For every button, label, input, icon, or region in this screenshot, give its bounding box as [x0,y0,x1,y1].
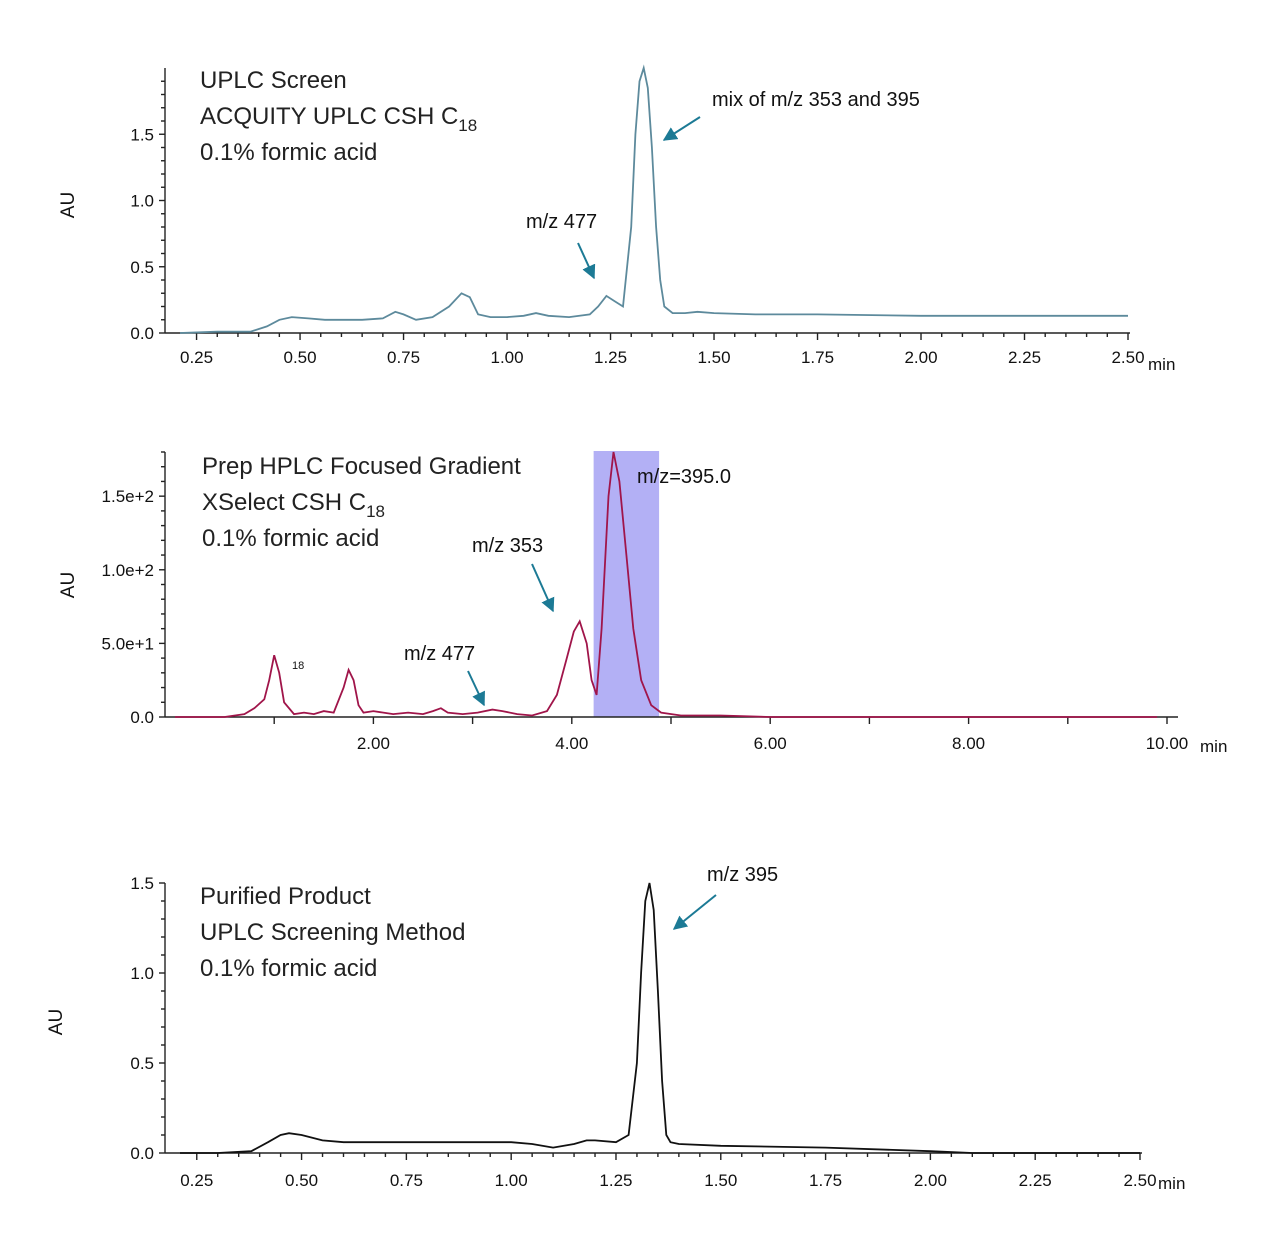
y-tick-label: 1.0 [130,192,154,211]
panel-title-line-2-main: XSelect CSH C [202,489,366,516]
x-unit-label: min [1158,1174,1185,1193]
x-tick-label: 0.50 [285,1171,318,1190]
annotation-mz477-label: m/z 477 [526,211,597,233]
y-axis-label: AU [58,572,79,598]
chromatogram-trace-prep-hplc [175,451,1158,718]
annotation-mz395-label: m/z 395 [707,864,778,886]
chromatogram-trace-uplc-screen [179,64,1128,334]
x-tick-label: 2.00 [904,348,937,367]
stray-subscript-text: 18 [292,660,304,672]
x-tick-label: 2.00 [357,734,390,753]
y-tick-label: 1.5 [130,874,154,893]
x-tick-label: 0.75 [390,1171,423,1190]
x-tick-label: 2.00 [914,1171,947,1190]
panel-title-line-2: UPLC Screening Method [200,919,465,946]
x-tick-label: 1.25 [599,1171,632,1190]
y-tick-label: 1.5 [130,125,154,144]
x-tick-label: 1.50 [697,348,730,367]
panel-title-line-1: UPLC Screen [200,67,347,94]
purified-product-chart: 0.0 0.5 1.0 1.5 0.25 0.50 0.75 1.00 1.25 1.50 1.75… [46,864,1185,1193]
x-tick-label: 1.25 [594,348,627,367]
y-tick-label: 1.5e+2 [102,487,154,506]
annotation-mz395-label: m/z=395.0 [637,466,731,488]
panel-title-line-1: Prep HPLC Focused Gradient [202,453,521,480]
y-tick-label: 0.5 [130,1054,154,1073]
x-tick-label: 1.50 [704,1171,737,1190]
annotation-mz353-arrow [531,563,555,613]
panel-title-line-3: 0.1% formic acid [200,955,377,982]
y-axis-label: AU [46,1009,67,1035]
y-tick-label: 5.0e+1 [102,634,154,653]
x-tick-label: 2.50 [1111,348,1144,367]
y-tick-label: 1.0 [130,964,154,983]
y-axis-label: AU [58,192,79,218]
panel-title-line-3: 0.1% formic acid [202,525,379,552]
panel-title-line-2-subscript: 18 [458,116,477,135]
x-tick-label: 0.75 [387,348,420,367]
x-tick-label: 2.25 [1008,348,1041,367]
x-unit-label: min [1148,355,1175,374]
x-tick-label: 1.75 [801,348,834,367]
panel-title-line-2: ACQUITY UPLC CSH C18 [200,103,477,135]
annotation-mz353-label: m/z 353 [472,535,543,557]
x-tick-label: 0.25 [180,348,213,367]
prep-hplc-chart: 0.0 5.0e+1 1.0e+2 1.5e+2 2.00 4.00 6.00 8.00 10.… [58,451,1227,756]
y-tick-label: 0.5 [130,258,154,277]
annotation-mix-arrow [662,116,701,141]
panel-title-line-2-subscript: 18 [366,502,385,521]
x-tick-label: 6.00 [754,734,787,753]
annotation-mix-label: mix of m/z 353 and 395 [712,89,920,111]
x-tick-label: 2.50 [1123,1171,1156,1190]
y-tick-label: 0.0 [130,324,154,343]
annotation-mz477-arrow [577,242,596,280]
panel-title-line-3: 0.1% formic acid [200,139,377,166]
panel-title-line-2: XSelect CSH C18 [202,489,385,521]
x-tick-label: 10.00 [1146,734,1189,753]
x-unit-label: min [1200,737,1227,756]
annotation-mz395-arrow [672,894,717,930]
uplc-screen-chart: 0.0 0.5 1.0 1.5 0.25 0.50 0.75 1.00 1.25 1.50 1.75… [58,64,1175,374]
y-tick-label: 1.0e+2 [102,561,154,580]
x-tick-label: 1.00 [495,1171,528,1190]
panel-title-line-2-main: ACQUITY UPLC CSH C [200,103,458,130]
x-tick-label: 1.00 [490,348,523,367]
annotation-mz477-arrow [467,670,485,707]
y-tick-label: 0.0 [130,708,154,727]
chromatogram-trace-purified [180,882,1140,1154]
panel-title-line-1: Purified Product [200,883,371,910]
x-tick-label: 1.75 [809,1171,842,1190]
x-tick-label: 0.25 [180,1171,213,1190]
x-tick-label: 0.50 [284,348,317,367]
y-tick-label: 0.0 [130,1144,154,1163]
x-tick-label: 4.00 [555,734,588,753]
x-tick-label: 2.25 [1019,1171,1052,1190]
x-tick-label: 8.00 [952,734,985,753]
annotation-mz477-label: m/z 477 [404,643,475,665]
